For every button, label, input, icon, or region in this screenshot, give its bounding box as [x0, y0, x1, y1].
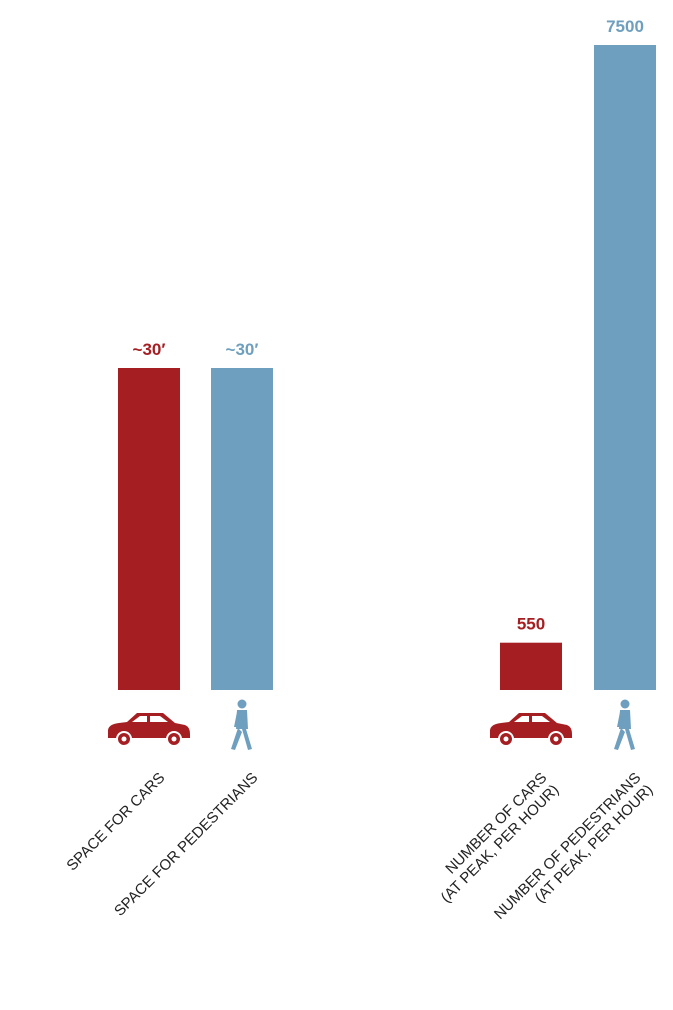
bar: [118, 368, 180, 690]
pedestrian-icon: [614, 699, 635, 750]
car-icon: [108, 713, 190, 747]
bar: [211, 368, 273, 690]
car-icon: [490, 713, 572, 747]
value-label: 7500: [606, 17, 644, 36]
value-label: ~30′: [226, 340, 259, 359]
bar: [594, 45, 656, 690]
pedestrian-icon: [231, 699, 252, 750]
bar: [500, 642, 562, 690]
category-label: SPACE FOR CARS: [63, 769, 168, 874]
value-label: ~30′: [133, 340, 166, 359]
value-label: 550: [517, 615, 545, 634]
chart-panel-1: ~30′SPACE FOR CARS~30′SPACE FOR PEDESTRI…: [63, 340, 273, 920]
